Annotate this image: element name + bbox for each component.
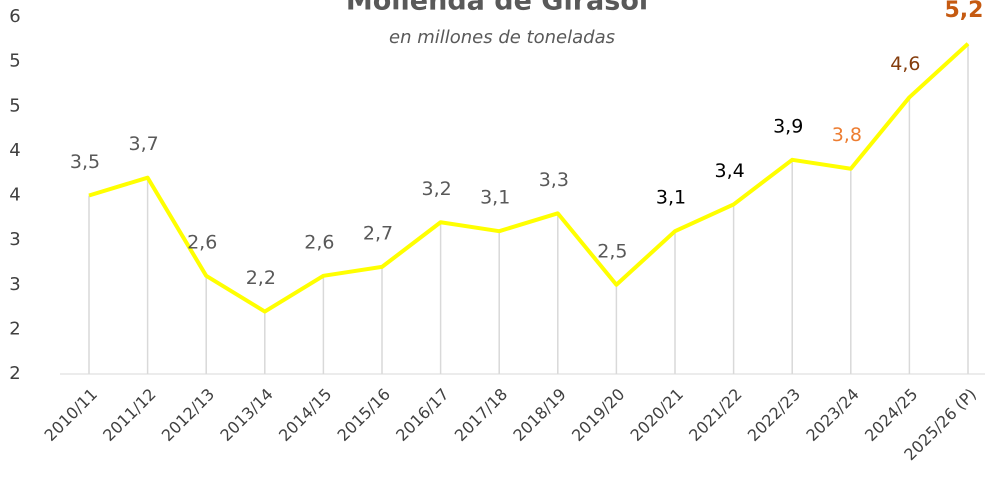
data-label: 3,1 — [656, 187, 686, 209]
data-label: 2,6 — [304, 231, 334, 253]
y-tick-label: 4 — [9, 140, 20, 161]
x-tick-label: 2016/17 — [392, 385, 452, 445]
data-label: 4,6 — [890, 53, 920, 75]
x-tick-label: 2021/22 — [685, 385, 745, 445]
data-label: 5,2 — [945, 0, 984, 23]
x-tick-label: 2020/21 — [627, 385, 687, 445]
y-tick-label: 2 — [9, 318, 20, 339]
x-tick-label: 2014/15 — [275, 385, 335, 445]
data-label: 3,5 — [70, 151, 100, 173]
data-label: 2,6 — [187, 231, 217, 253]
data-label: 3,9 — [773, 115, 803, 137]
data-label: 2,2 — [246, 267, 276, 289]
data-label: 3,3 — [539, 169, 569, 191]
data-label: 3,1 — [480, 187, 510, 209]
chart-subtitle: en millones de toneladas — [389, 27, 615, 48]
x-tick-label: 2012/13 — [158, 385, 218, 445]
line — [88, 42, 970, 314]
chart-title: Molienda de Girasol — [346, 0, 648, 17]
x-tick-label: 2024/25 — [861, 385, 921, 445]
y-tick-label: 3 — [9, 274, 20, 295]
data-label: 3,8 — [832, 124, 862, 146]
x-tick-label: 2013/14 — [216, 385, 276, 445]
data-label: 3,7 — [128, 133, 158, 155]
data-label: 3,2 — [421, 178, 451, 200]
y-tick-label: 3 — [9, 229, 20, 250]
y-tick-label: 5 — [9, 95, 20, 116]
data-label: 2,7 — [363, 222, 393, 244]
x-tick-label: 2015/16 — [334, 385, 394, 445]
y-tick-label: 4 — [9, 185, 20, 206]
y-tick-label: 5 — [9, 51, 20, 72]
x-tick-label: 2019/20 — [568, 385, 628, 445]
x-tick-label: 2022/23 — [744, 385, 804, 445]
y-tick-label: 2 — [9, 363, 20, 384]
data-label: 2,5 — [597, 240, 627, 262]
x-tick-label: 2018/19 — [509, 385, 569, 445]
x-tick-label: 2011/12 — [99, 385, 159, 445]
x-tick-label: 2010/11 — [41, 385, 101, 445]
y-tick-label: 6 — [9, 6, 20, 27]
data-label: 3,4 — [714, 160, 744, 182]
x-tick-label: 2017/18 — [451, 385, 511, 445]
x-tick-label: 2023/24 — [802, 385, 862, 445]
